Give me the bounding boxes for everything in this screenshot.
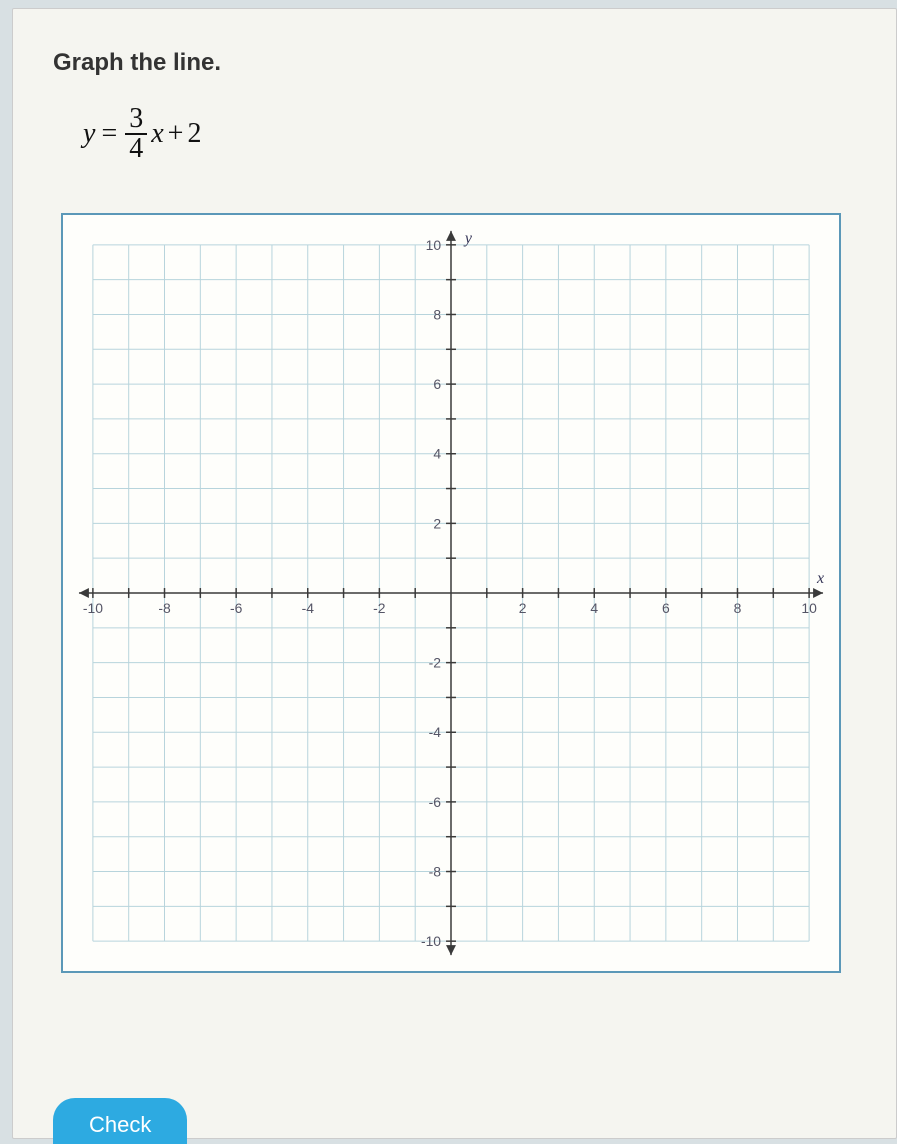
fraction-numerator: 3 [125,105,147,135]
equation-y: y [83,118,95,150]
svg-text:8: 8 [734,600,742,616]
svg-text:-2: -2 [373,600,386,616]
svg-text:-6: -6 [429,794,442,810]
svg-text:-10: -10 [421,933,441,949]
fraction-denominator: 4 [125,135,147,163]
svg-text:4: 4 [433,446,441,462]
question-panel: Graph the line. y = 3 4 x + 2 -10-8-6-4-… [12,8,897,1139]
svg-text:2: 2 [519,600,527,616]
equation-equals: = [101,118,117,150]
svg-text:-4: -4 [429,724,442,740]
svg-text:6: 6 [433,376,441,392]
svg-text:-2: -2 [429,655,442,671]
svg-text:x: x [816,570,824,587]
grid-svg[interactable]: -10 -8 -6 -4 -2 2 4 6 8 10 2 4 6 8 10 -2 -4 -6 -8 -10 y x [63,215,839,971]
svg-text:4: 4 [590,600,598,616]
svg-text:-10: -10 [83,600,103,616]
svg-text:10: 10 [426,237,442,253]
svg-text:6: 6 [662,600,670,616]
check-button[interactable]: Check [53,1098,187,1144]
svg-text:-8: -8 [429,864,442,880]
svg-text:-8: -8 [158,600,171,616]
equation-constant: 2 [187,118,201,150]
equation-x: x [151,118,163,150]
svg-text:2: 2 [433,515,441,531]
coordinate-grid[interactable]: -10 -8 -6 -4 -2 2 4 6 8 10 2 4 6 8 10 -2 -4 -6 -8 -10 y x [61,213,841,973]
svg-text:y: y [463,230,473,247]
equation-plus: + [168,118,184,150]
svg-text:-4: -4 [302,600,315,616]
equation: y = 3 4 x + 2 [83,105,876,163]
svg-text:8: 8 [433,306,441,322]
svg-text:10: 10 [801,600,817,616]
svg-text:-6: -6 [230,600,243,616]
equation-fraction: 3 4 [125,105,147,163]
prompt-text: Graph the line. [53,49,876,77]
